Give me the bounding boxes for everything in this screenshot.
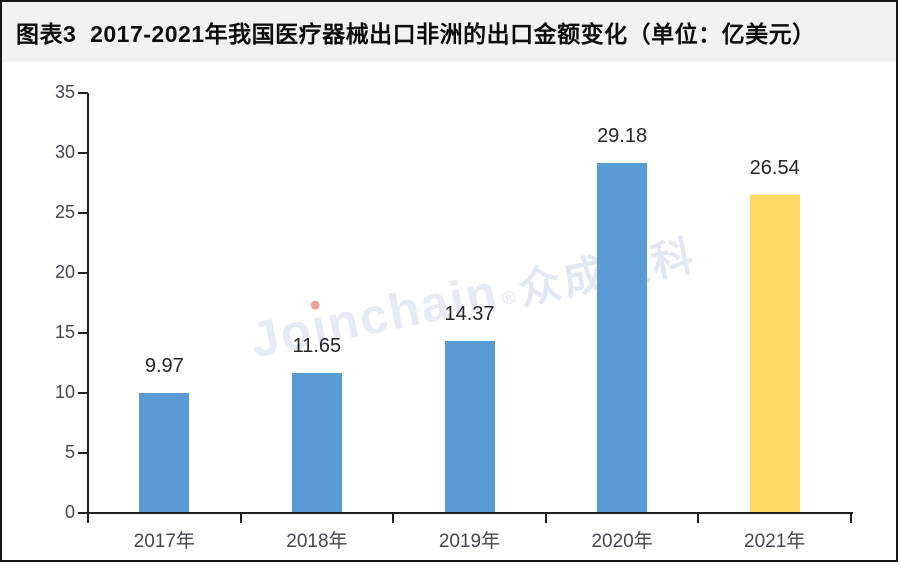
chart-title: 图表3 2017-2021年我国医疗器械出口非洲的出口金额变化（单位：亿美元） <box>16 21 816 47</box>
chart-title-bar: 图表3 2017-2021年我国医疗器械出口非洲的出口金额变化（单位：亿美元） <box>2 2 896 62</box>
